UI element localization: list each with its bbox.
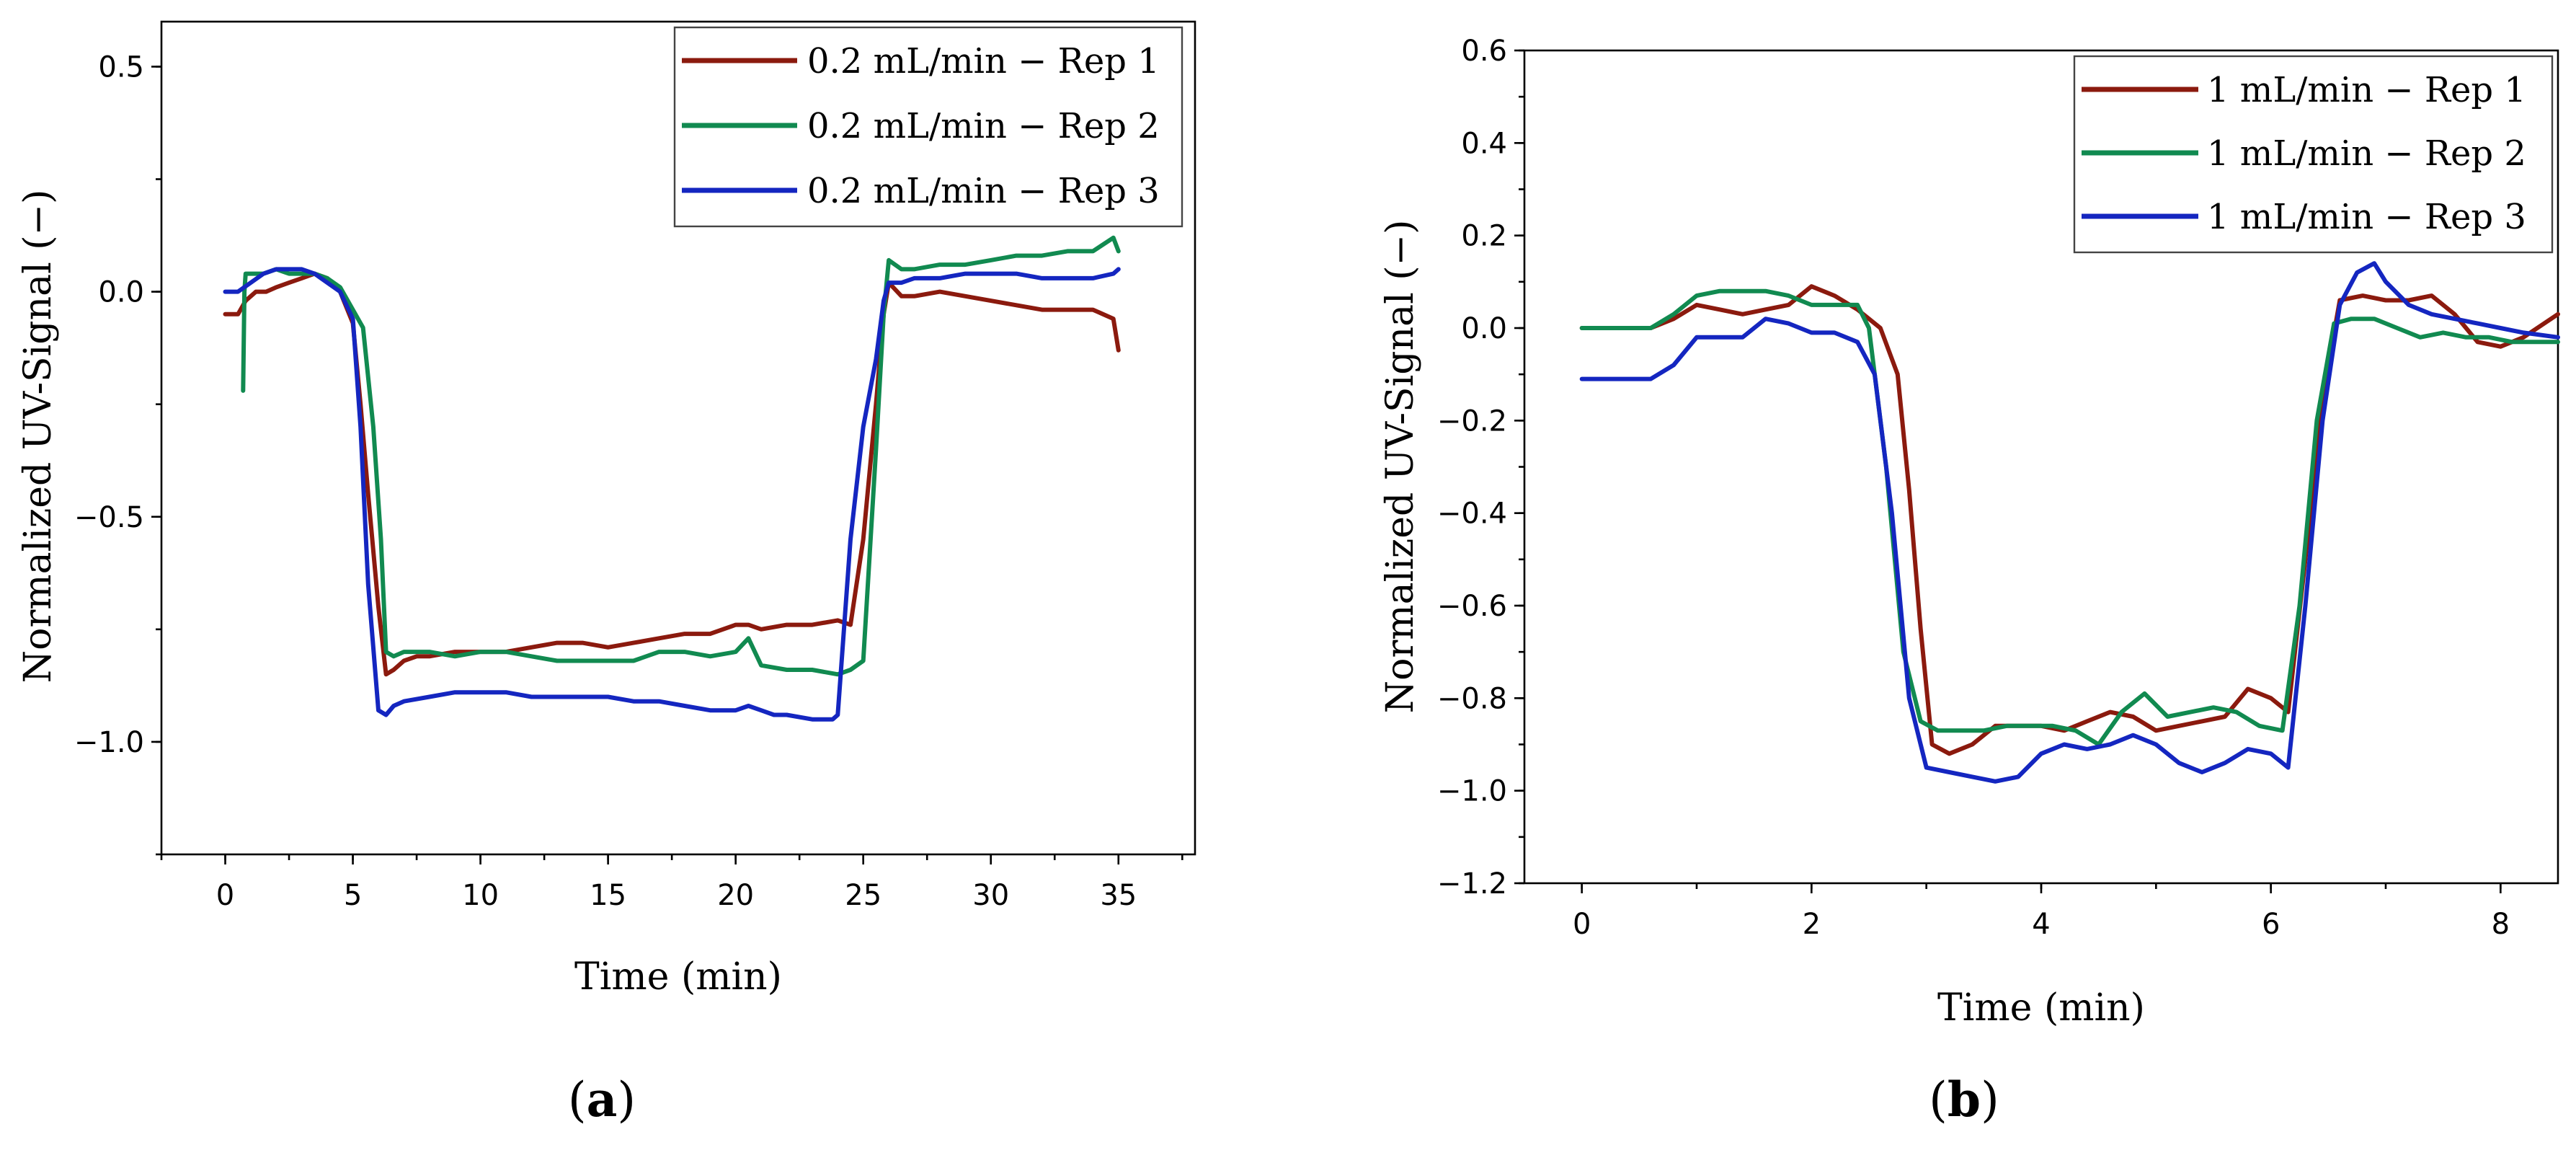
panel-label-b-close: ) [1981,1072,1999,1128]
x-tick-label-b-2: 4 [2032,908,2050,941]
panel-label-a: (a) [568,1071,636,1128]
y-axis-title-a: Normalized UV-Signal (−) [17,190,60,684]
x-tick-label-a-3: 15 [590,879,626,912]
y-tick-label-b-6: −0.6 [1437,590,1507,623]
y-tick-label-b-0: 0.6 [1461,35,1507,68]
legend-label-a-rep2: 0.2 mL/min − Rep 2 [807,106,1160,146]
legend-a: 0.2 mL/min − Rep 1 0.2 mL/min − Rep 2 0.2 … [673,26,1183,228]
y-tick-label-a-2: −0.5 [74,501,144,534]
series-group-b [1579,261,2560,784]
x-tick-label-b-4: 8 [2492,908,2510,941]
panel-label-b-open: ( [1929,1072,1947,1128]
x-tick-label-b-3: 6 [2262,908,2280,941]
panel-label-b: (b) [1929,1071,1999,1128]
series-line-a-rep1 [223,271,1121,677]
legend-label-a-rep1: 0.2 mL/min − Rep 1 [807,41,1160,81]
panel-label-a-close: ) [617,1072,636,1128]
legend-b: 1 mL/min − Rep 1 1 mL/min − Rep 2 1 mL/min… [2073,55,2554,254]
y-tick-label-a-1: 0.0 [98,276,144,309]
panel-label-a-letter: a [587,1071,618,1128]
y-ticks-a: 0.5 0.0 −0.5 −1.0 [74,50,161,856]
y-tick-label-b-3: 0.0 [1461,312,1507,345]
x-tick-label-a-5: 25 [845,879,881,912]
x-ticks-b: 0 2 4 6 8 [1573,883,2510,941]
legend-label-b-rep3: 1 mL/min − Rep 3 [2207,197,2526,237]
x-ticks-a: 0 5 10 15 20 25 30 35 [160,854,1183,912]
y-tick-label-a-3: −1.0 [74,726,144,759]
series-line-b-rep1 [1579,284,2560,756]
y-tick-label-b-8: −1.0 [1437,775,1507,808]
y-tick-label-b-4: −0.2 [1437,404,1507,438]
y-tick-label-b-1: 0.4 [1461,127,1507,160]
x-tick-label-a-7: 35 [1100,879,1137,912]
y-ticks-b: 0.6 0.4 0.2 0.0 −0.2 −0.4 −0.6 −0.8 −1.0 −1.2 [1437,35,1524,901]
plot-frame-a [160,20,1196,856]
legend-label-b-rep1: 1 mL/min − Rep 1 [2207,70,2526,110]
series-line-a-rep3 [223,267,1121,722]
chart-panel-b: 0.6 0.4 0.2 0.0 −0.2 −0.4 −0.6 −0.8 −1.0 −1.2 0 2 4… [1379,35,2560,1128]
y-tick-label-b-9: −1.2 [1437,867,1507,901]
series-line-b-rep3 [1579,261,2560,784]
y-tick-label-a-0: 0.5 [98,50,144,84]
x-axis-title-a: Time (min) [574,955,782,999]
x-tick-label-a-2: 10 [462,879,499,912]
y-tick-label-b-7: −0.8 [1437,682,1507,715]
y-tick-label-b-5: −0.4 [1437,497,1507,531]
chart-panel-a: 0.5 0.0 −0.5 −1.0 0 5 10 15 20 25 30 35 Normalized… [17,20,1196,1128]
x-tick-label-b-0: 0 [1573,908,1591,941]
x-tick-label-a-4: 20 [717,879,754,912]
y-tick-label-b-2: 0.2 [1461,220,1507,253]
y-axis-title-b: Normalized UV-Signal (−) [1379,220,1422,714]
panel-label-a-open: ( [568,1072,587,1128]
series-group-a [223,235,1121,722]
x-tick-label-b-1: 2 [1803,908,1821,941]
series-line-b-rep2 [1579,288,2560,747]
series-line-a-rep2 [241,235,1121,677]
legend-label-b-rep2: 1 mL/min − Rep 2 [2207,133,2526,174]
x-axis-title-b: Time (min) [1937,986,2145,1030]
panel-label-b-letter: b [1947,1071,1981,1128]
x-tick-label-a-6: 30 [972,879,1009,912]
x-tick-label-a-0: 0 [216,879,234,912]
legend-label-a-rep3: 0.2 mL/min − Rep 3 [807,171,1160,211]
x-tick-label-a-1: 5 [344,879,362,912]
